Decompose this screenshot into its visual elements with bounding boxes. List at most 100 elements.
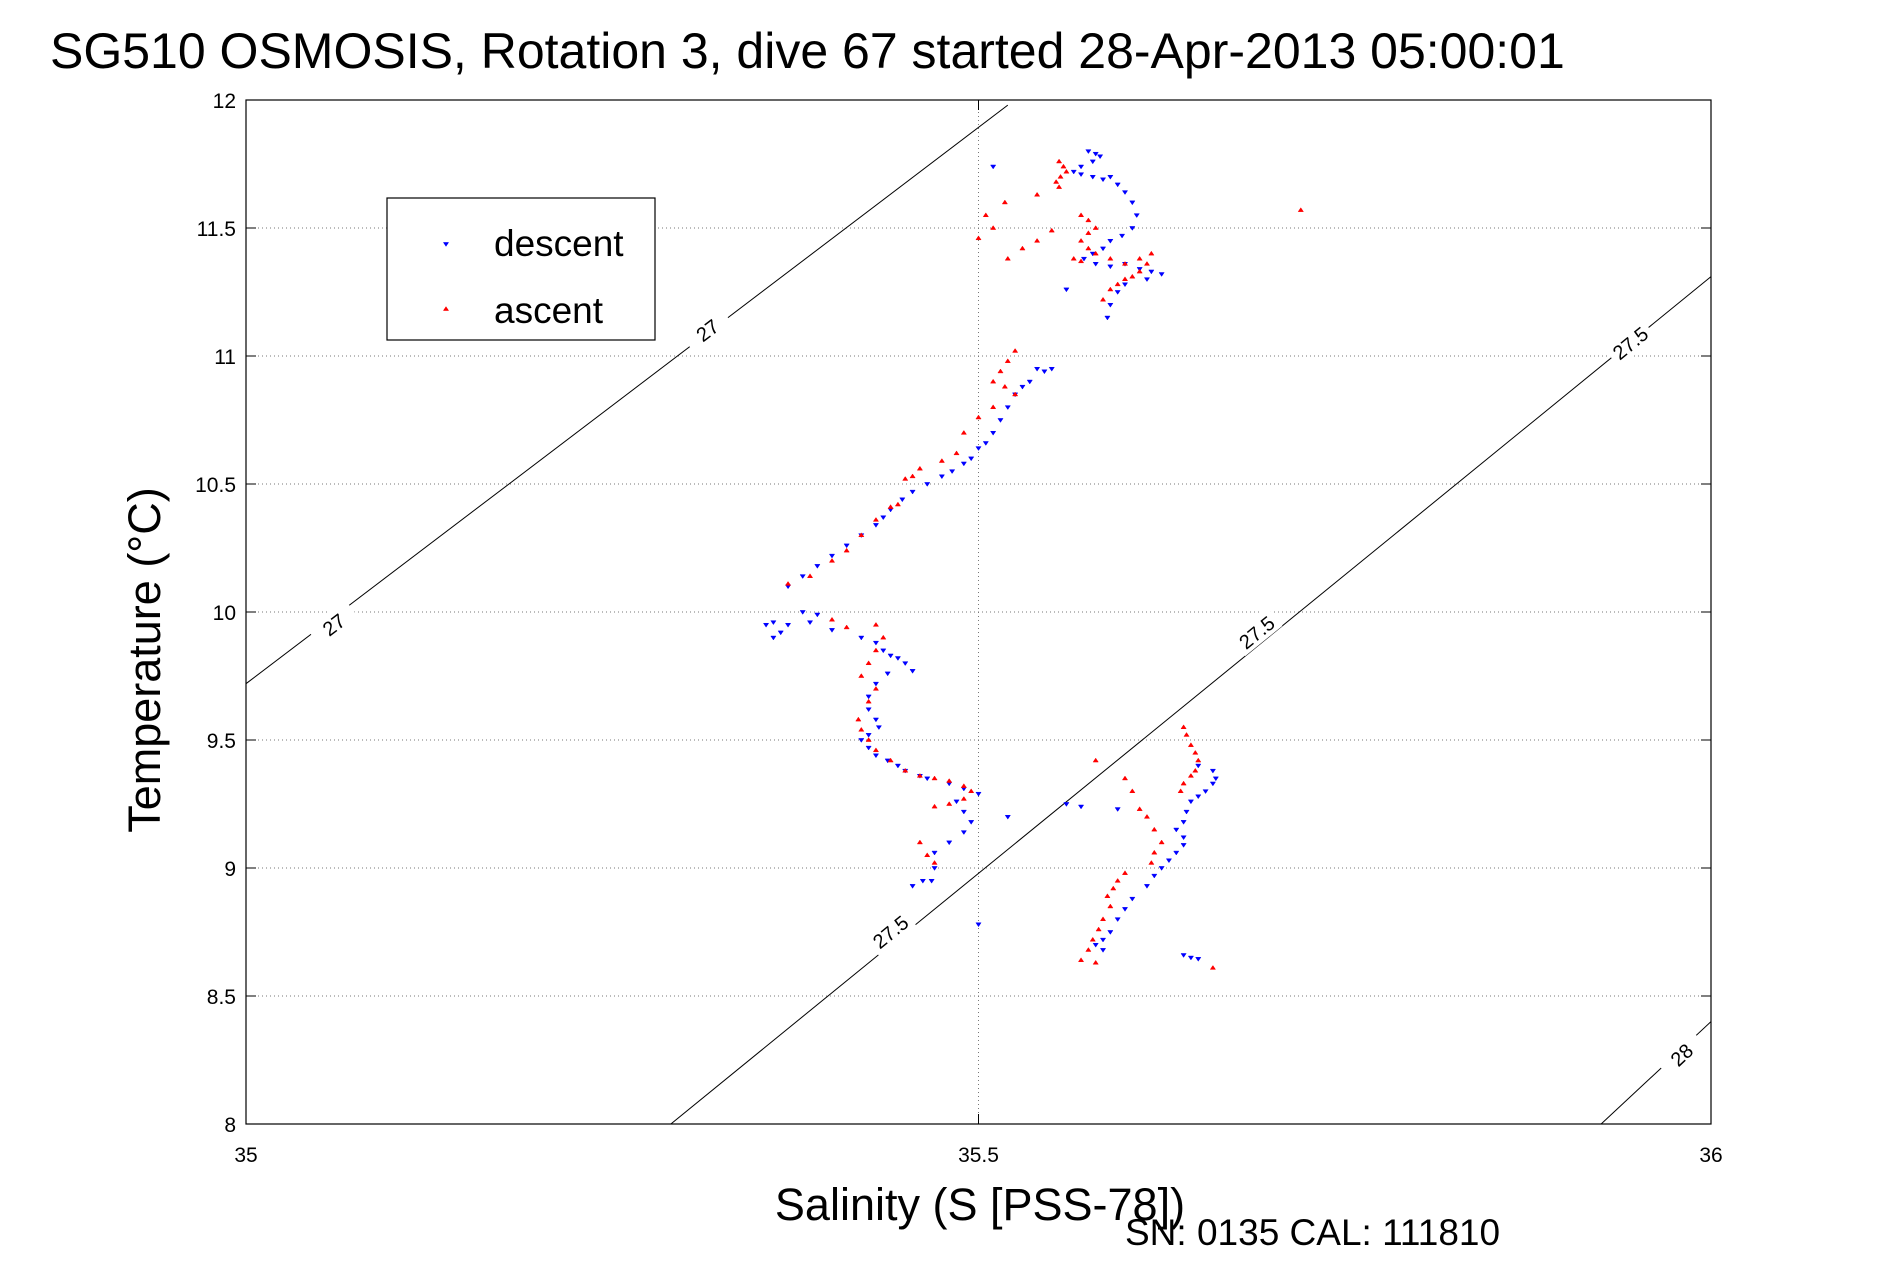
descent-point-97 bbox=[960, 830, 967, 835]
descent-point-113 bbox=[1202, 789, 1209, 794]
descent-point-81 bbox=[875, 725, 882, 730]
ascent-point-103 bbox=[1180, 724, 1187, 730]
descent-point-76 bbox=[884, 671, 891, 677]
ascent-point-105 bbox=[1187, 742, 1194, 747]
descent-point-33 bbox=[1034, 366, 1041, 372]
ascent-point-48 bbox=[902, 476, 909, 481]
y-tick-label-1: 8.5 bbox=[207, 986, 236, 1009]
ascent-point-82 bbox=[931, 860, 938, 865]
ascent-point-17 bbox=[1143, 261, 1151, 266]
descent-point-116 bbox=[1183, 809, 1190, 815]
ascent-point-76 bbox=[968, 788, 975, 794]
y-tick-label-3: 9.5 bbox=[207, 730, 236, 753]
data-series bbox=[763, 149, 1304, 970]
ascent-point-50 bbox=[887, 504, 894, 509]
ascent-point-110 bbox=[1180, 780, 1187, 786]
descent-point-110 bbox=[1209, 768, 1216, 774]
ascent-point-73 bbox=[931, 775, 938, 781]
descent-point-42 bbox=[982, 441, 989, 446]
descent-point-84 bbox=[865, 745, 872, 751]
descent-point-103 bbox=[909, 884, 916, 889]
descent-point-82 bbox=[865, 733, 872, 738]
ascent-point-38 bbox=[990, 378, 997, 384]
ascent-point-63 bbox=[858, 673, 865, 678]
descent-point-105 bbox=[1004, 814, 1011, 820]
descent-point-74 bbox=[902, 661, 909, 666]
descent-point-17 bbox=[1099, 246, 1107, 252]
ascent-point-25 bbox=[1070, 255, 1077, 261]
ascent-point-45 bbox=[938, 458, 945, 463]
ascent-point-85 bbox=[1129, 788, 1136, 794]
descent-point-60 bbox=[799, 610, 806, 615]
descent-point-70 bbox=[872, 640, 880, 646]
legend-item-descent: descent bbox=[442, 223, 624, 264]
ascent-point-77 bbox=[960, 796, 967, 801]
ascent-point-23 bbox=[1099, 296, 1107, 302]
descent-point-72 bbox=[887, 653, 894, 659]
contour-label-1-0: 27.5 bbox=[863, 906, 917, 956]
ascent-point-53 bbox=[843, 547, 850, 553]
descent-point-16 bbox=[1107, 238, 1114, 244]
descent-point-47 bbox=[938, 474, 945, 480]
descent-point-31 bbox=[990, 164, 997, 170]
descent-point-2 bbox=[1097, 154, 1104, 160]
contour-label-bg bbox=[1655, 1029, 1707, 1080]
ascent-point-47 bbox=[909, 473, 916, 479]
descent-point-75 bbox=[909, 669, 916, 674]
descent-point-52 bbox=[880, 515, 887, 521]
descent-point-44 bbox=[968, 456, 975, 462]
descent-point-120 bbox=[1180, 843, 1187, 848]
descent-point-4 bbox=[1077, 164, 1085, 170]
descent-point-25 bbox=[1158, 272, 1165, 277]
ascent-point-106 bbox=[1192, 750, 1199, 755]
ascent-point-21 bbox=[1114, 281, 1121, 287]
descent-point-36 bbox=[1026, 379, 1033, 385]
ascent-point-42 bbox=[975, 414, 982, 420]
descent-point-35 bbox=[1048, 366, 1055, 372]
descent-point-20 bbox=[1092, 262, 1099, 267]
descent-point-68 bbox=[828, 628, 836, 633]
ascent-point-6 bbox=[1077, 212, 1085, 218]
descent-point-61 bbox=[814, 612, 821, 618]
ascent-point-92 bbox=[1121, 870, 1129, 875]
descent-point-83 bbox=[858, 738, 865, 743]
ascent-point-18 bbox=[1136, 268, 1143, 274]
ascent-point-54 bbox=[828, 558, 836, 563]
ascent-point-109 bbox=[1187, 773, 1194, 778]
descent-point-77 bbox=[872, 681, 880, 687]
ascent-point-78 bbox=[946, 801, 953, 806]
ascent-point-111 bbox=[1177, 788, 1184, 794]
descent-point-85 bbox=[872, 753, 880, 759]
descent-point-21 bbox=[1107, 264, 1114, 270]
descent-point-131 bbox=[1092, 942, 1099, 948]
descent-point-93 bbox=[975, 791, 982, 797]
axis-ticks: 35 35.5 36 8 8.5 9 9.5 10 10.5 11 11.5 12 bbox=[195, 90, 1723, 1167]
ascent-point-100 bbox=[1085, 947, 1092, 952]
ascent-point-61 bbox=[872, 647, 880, 653]
descent-point-45 bbox=[960, 461, 967, 467]
ascent-point-56 bbox=[784, 581, 792, 586]
ascent-point-40 bbox=[1012, 391, 1019, 397]
contour-label-2-0: 28 bbox=[1655, 1029, 1707, 1080]
ascent-point-33 bbox=[1001, 199, 1008, 205]
ascent-point-81 bbox=[924, 852, 931, 858]
ascent-point-27 bbox=[1034, 238, 1041, 243]
ascent-point-39 bbox=[1001, 383, 1008, 389]
descent-point-57 bbox=[814, 564, 821, 569]
ascent-point-59 bbox=[872, 622, 880, 627]
ascent-point-80 bbox=[916, 839, 923, 845]
ascent-point-102 bbox=[1092, 959, 1099, 965]
ascent-point-30 bbox=[990, 225, 997, 230]
descent-point-114 bbox=[1195, 794, 1202, 800]
descent-point-123 bbox=[1158, 866, 1165, 871]
descent-point-78 bbox=[865, 694, 872, 700]
y-tick-label-8: 12 bbox=[213, 90, 236, 113]
ascent-point-86 bbox=[1136, 806, 1143, 811]
ascent-point-36 bbox=[1004, 358, 1011, 363]
legend-label-ascent: ascent bbox=[494, 290, 604, 331]
descent-point-108 bbox=[1114, 807, 1121, 812]
ascent-point-41 bbox=[990, 404, 997, 410]
descent-point-126 bbox=[1129, 896, 1136, 902]
ascent-point-87 bbox=[1143, 814, 1151, 819]
